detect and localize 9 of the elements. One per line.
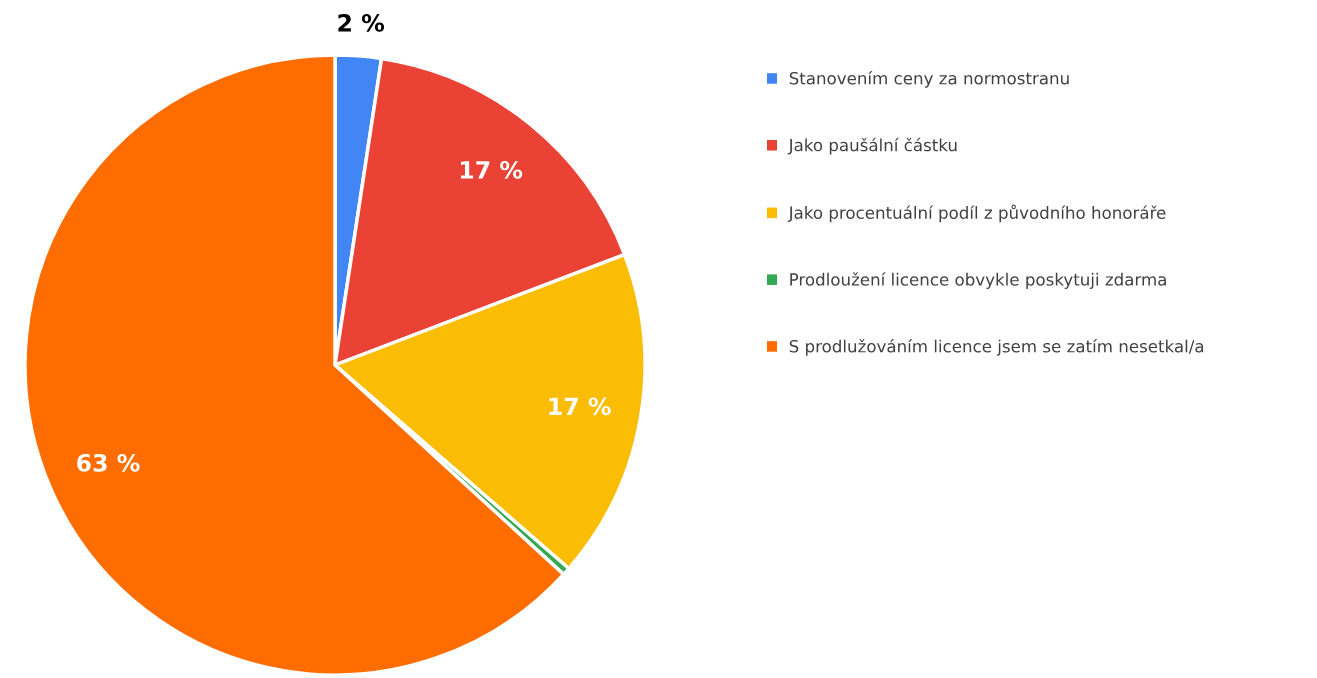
legend-label: Stanovením ceny za normostranu	[789, 71, 1069, 88]
legend-label: Prodloužení licence obvykle poskytuji zdarma	[790, 272, 1166, 289]
legend-label: Jako procentuální podíl z původního honoráře	[787, 204, 1166, 223]
data-label: 63 %	[77, 453, 140, 472]
legend-label: S prodlužováním licence jsem se zatím nesetkal/a	[789, 338, 1204, 356]
data-label: 17 %	[549, 397, 611, 416]
data-label: 2 %	[338, 13, 385, 32]
data-label: 17 %	[460, 160, 523, 179]
legend-label: Jako paušální částku	[787, 137, 957, 155]
